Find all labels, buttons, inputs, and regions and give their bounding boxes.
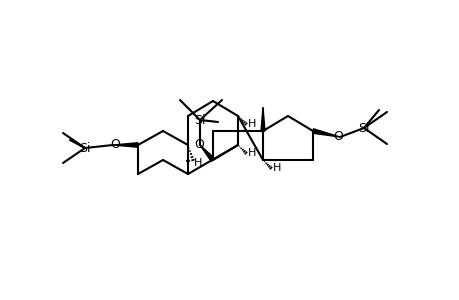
Text: O: O xyxy=(332,130,342,143)
Text: H: H xyxy=(247,119,256,129)
Polygon shape xyxy=(200,145,214,161)
Text: H: H xyxy=(247,148,256,158)
Text: O: O xyxy=(110,139,120,152)
Polygon shape xyxy=(260,108,264,131)
Text: Si: Si xyxy=(194,113,205,127)
Text: H: H xyxy=(193,158,202,168)
Text: Si: Si xyxy=(79,142,90,154)
Text: Si: Si xyxy=(358,122,369,134)
Text: H: H xyxy=(272,163,280,173)
Polygon shape xyxy=(312,129,339,137)
Text: O: O xyxy=(194,139,203,152)
Polygon shape xyxy=(113,143,138,147)
